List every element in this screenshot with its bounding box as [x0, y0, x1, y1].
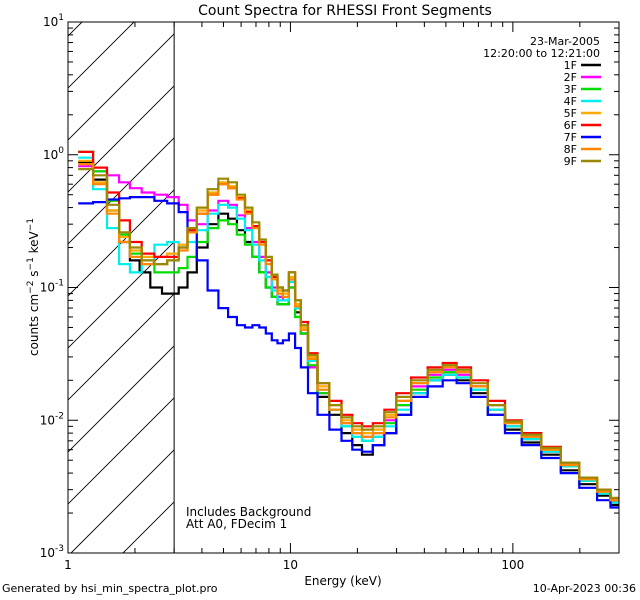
- legend-label-6F: 6F: [564, 119, 577, 132]
- x-tick-label: 10: [283, 558, 298, 572]
- generated-timestamp: 10-Apr-2023 00:36: [532, 582, 636, 595]
- x-tick-labels: 1 10 100: [64, 558, 524, 572]
- chart-title: Count Spectra for RHESSI Front Segments: [198, 3, 492, 19]
- legend-label-1F: 1F: [564, 59, 577, 72]
- y-tick-label: 101: [43, 13, 64, 29]
- x-tick-label: 1: [64, 558, 72, 572]
- series-layer: [78, 150, 619, 509]
- series-1F: [78, 161, 619, 507]
- legend-label-4F: 4F: [564, 95, 577, 108]
- date-label: 23-Mar-2005: [530, 35, 600, 48]
- legend-label-3F: 3F: [564, 83, 577, 96]
- series-8F: [78, 163, 619, 502]
- legend-label-9F: 9F: [564, 155, 577, 168]
- series-4F: [78, 156, 619, 504]
- y-tick-base: 10: [43, 148, 58, 162]
- hatch-line: [68, 85, 175, 193]
- y-tick-label: 10-3: [40, 544, 64, 560]
- hatch-line: [68, 397, 175, 505]
- hatch-line: [383, 22, 640, 553]
- legend-label-2F: 2F: [564, 71, 577, 84]
- hatch-line: [68, 241, 175, 349]
- hatch-line: [68, 33, 175, 141]
- hatched-region: [68, 22, 640, 553]
- x-tick-label: 100: [501, 558, 524, 572]
- hatch-line: [70, 449, 175, 553]
- legend-label-5F: 5F: [564, 107, 577, 120]
- series-2F: [78, 165, 619, 504]
- y-tick-exponent: -1: [55, 279, 64, 289]
- y-tick-base: 10: [40, 413, 55, 427]
- time-range-label: 12:20:00 to 12:21:00: [483, 47, 600, 60]
- series-9F: [78, 168, 619, 499]
- legend-label-7F: 7F: [564, 131, 577, 144]
- axis-ticks: [67, 21, 620, 554]
- legend-label-8F: 8F: [564, 143, 577, 156]
- y-tick-label: 100: [43, 146, 64, 162]
- series-5F: [78, 159, 619, 502]
- y-tick-base: 10: [43, 15, 58, 29]
- generated-by-note: Generated by hsi_min_spectra_plot.pro: [2, 582, 218, 595]
- annotation-background: Includes Background: [186, 505, 311, 519]
- y-tick-exponent: 0: [58, 146, 64, 156]
- hatch-line: [68, 22, 135, 89]
- y-tick-exponent: -3: [55, 544, 64, 554]
- series-7F: [78, 196, 619, 509]
- y-tick-base: 10: [40, 281, 55, 295]
- y-tick-exponent: 1: [58, 13, 64, 23]
- annotation-attenuator: Att A0, FDecim 1: [186, 517, 287, 531]
- y-tick-base: 10: [40, 546, 55, 560]
- y-tick-label: 10-2: [40, 411, 64, 427]
- y-axis-label: counts cm−2 s−1 keV−1: [26, 218, 41, 356]
- y-tick-exponent: -2: [55, 411, 64, 421]
- x-axis-label: Energy (keV): [304, 574, 381, 588]
- hatch-line: [68, 293, 175, 401]
- y-tick-label: 10-1: [40, 279, 64, 295]
